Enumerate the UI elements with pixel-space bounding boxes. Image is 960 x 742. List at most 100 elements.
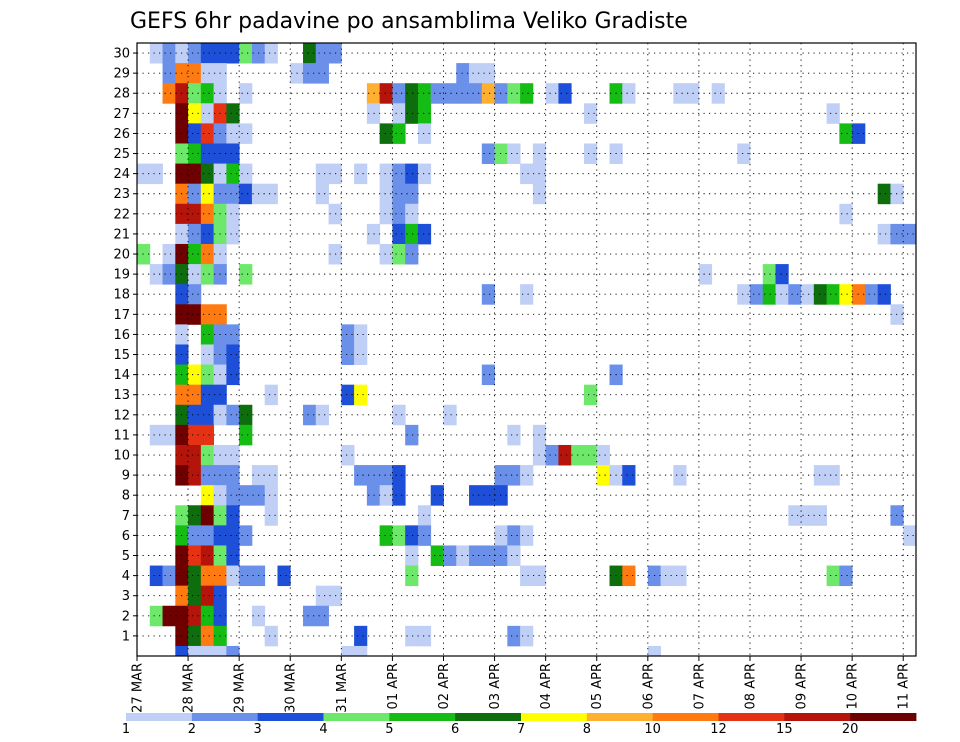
y-tick-label: 2 xyxy=(122,609,130,624)
heatmap-cell xyxy=(188,505,202,526)
x-axis: 27 MAR 28 MAR 29 MAR 30 MAR 31 MAR 01 APR 02 A… xyxy=(131,656,912,713)
heatmap-cell xyxy=(239,43,253,64)
y-axis: 1234567891011121314151617181920212223242… xyxy=(113,47,137,644)
heatmap-cell xyxy=(226,545,240,566)
heatmap-cell xyxy=(226,43,240,64)
heatmap-cell xyxy=(264,183,278,205)
heatmap-cell xyxy=(315,163,329,185)
heatmap-cell xyxy=(826,465,840,486)
heatmap-cell xyxy=(200,444,215,466)
heatmap-cell xyxy=(354,324,368,345)
heatmap-cell xyxy=(149,163,163,185)
heatmap-cell xyxy=(226,223,240,245)
heatmap-cell xyxy=(379,485,393,506)
heatmap-cell xyxy=(200,344,215,365)
heatmap-cell xyxy=(520,284,534,305)
colorbar-label: 1 xyxy=(122,722,130,737)
heatmap-cell xyxy=(341,645,355,657)
heatmap-cell xyxy=(188,43,202,64)
heatmap-cell xyxy=(903,525,917,546)
heatmap-cell xyxy=(315,183,329,205)
y-tick-label: 14 xyxy=(113,368,130,383)
y-tick-label: 18 xyxy=(113,288,130,303)
colorbar-swatch xyxy=(126,713,193,721)
y-tick-label: 27 xyxy=(113,107,130,122)
heatmap-cell xyxy=(379,123,393,144)
x-tick-label: 03 APR xyxy=(488,663,503,709)
heatmap-cell xyxy=(188,304,202,325)
colorbar-label: 2 xyxy=(188,722,196,737)
heatmap-cell xyxy=(481,545,495,566)
heatmap-cell xyxy=(188,123,202,144)
heatmap-cell xyxy=(188,284,202,305)
heatmap-cell xyxy=(443,545,457,566)
heatmap-cell xyxy=(405,223,419,245)
heatmap-cell xyxy=(417,163,432,185)
x-tick-label: 09 APR xyxy=(795,663,810,709)
heatmap-cell xyxy=(520,625,534,647)
heatmap-cell xyxy=(903,223,917,245)
heatmap-cell xyxy=(507,83,521,104)
y-tick-label: 3 xyxy=(122,589,130,604)
heatmap-cell xyxy=(379,465,393,486)
heatmap-cell xyxy=(162,43,176,64)
heatmap-cell xyxy=(277,565,291,587)
heatmap-cell xyxy=(520,83,534,104)
x-tick-label: 04 APR xyxy=(539,663,554,709)
heatmap-cell xyxy=(749,284,764,305)
heatmap-cell xyxy=(341,444,355,466)
heatmap-cell xyxy=(264,43,278,64)
heatmap-cell xyxy=(200,203,215,225)
heatmap-cell xyxy=(200,324,215,345)
heatmap-cell xyxy=(354,344,368,365)
heatmap-cell xyxy=(392,83,406,104)
heatmap-cell xyxy=(315,404,329,426)
heatmap-cell xyxy=(213,645,227,657)
chart-title: GEFS 6hr padavine po ansamblima Veliko G… xyxy=(130,9,688,34)
heatmap-cell xyxy=(852,284,866,305)
y-tick-label: 13 xyxy=(113,388,130,403)
x-tick-label: 27 MAR xyxy=(131,663,146,713)
heatmap-cell xyxy=(583,143,598,164)
heatmap-cell xyxy=(392,103,406,124)
heatmap-cell xyxy=(200,465,215,486)
y-tick-label: 19 xyxy=(113,268,130,283)
heatmap-cell xyxy=(520,565,534,587)
colorbar-label: 8 xyxy=(583,722,591,737)
heatmap-cell xyxy=(188,404,202,426)
heatmap-cell xyxy=(366,465,381,486)
heatmap-cell xyxy=(545,444,559,466)
colorbar-label: 3 xyxy=(254,722,262,737)
heatmap-cell xyxy=(392,404,406,426)
heatmap-cell xyxy=(341,344,355,365)
heatmap-cell xyxy=(481,485,495,506)
heatmap-cell xyxy=(443,83,457,104)
heatmap-cell xyxy=(200,605,215,627)
heatmap-cell xyxy=(239,485,253,506)
heatmap-cell xyxy=(162,605,176,627)
heatmap-cell xyxy=(417,103,432,124)
heatmap-cell xyxy=(226,465,240,486)
heatmap-cell xyxy=(303,404,317,426)
y-tick-label: 7 xyxy=(122,509,130,524)
heatmap-cell xyxy=(264,485,278,506)
x-tick-label: 08 APR xyxy=(743,663,758,709)
heatmap-cell xyxy=(188,264,202,285)
heatmap-cell xyxy=(405,424,419,446)
heatmap-cell xyxy=(226,344,240,365)
heatmap-cell xyxy=(456,83,470,104)
colorbar-swatch xyxy=(718,713,785,721)
heatmap-cell xyxy=(826,565,840,587)
x-tick-label: 07 APR xyxy=(692,663,707,709)
heatmap-cell xyxy=(622,465,636,486)
heatmap-cell xyxy=(200,545,215,566)
x-tick-label: 31 MAR xyxy=(335,663,350,713)
heatmap-cell xyxy=(813,505,828,526)
y-tick-label: 15 xyxy=(113,348,130,363)
colorbar-swatch xyxy=(455,713,522,721)
colorbar-swatch xyxy=(521,713,588,721)
y-tick-label: 1 xyxy=(122,629,130,644)
heatmap-cell xyxy=(392,183,406,205)
heatmap-cell xyxy=(775,284,789,305)
y-tick-label: 24 xyxy=(113,167,130,182)
